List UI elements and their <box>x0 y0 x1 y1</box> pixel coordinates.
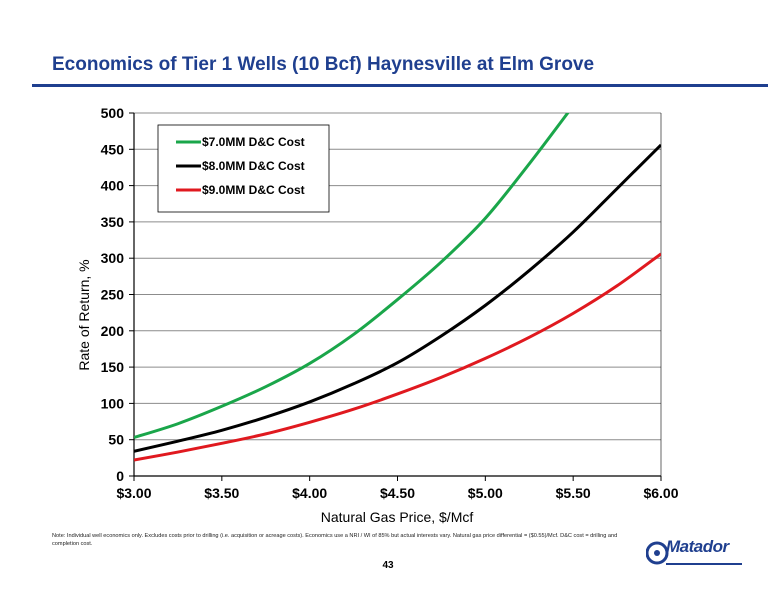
y-tick-label: 300 <box>101 250 125 266</box>
y-tick-label: 150 <box>101 359 125 375</box>
y-tick-label: 100 <box>101 395 125 411</box>
y-tick-labels: 0 50 100 150 200 250 300 350 400 450 500 <box>101 105 125 484</box>
x-tick-label: $5.00 <box>468 485 503 501</box>
legend-label: $7.0MM D&C Cost <box>202 135 305 149</box>
y-tick-label: 500 <box>101 105 125 121</box>
slide-title: Economics of Tier 1 Wells (10 Bcf) Hayne… <box>52 54 595 75</box>
y-tick-label: 400 <box>101 178 125 194</box>
x-tick-label: $4.50 <box>380 485 415 501</box>
x-tick-label: $6.00 <box>643 485 678 501</box>
matador-logo <box>646 541 742 565</box>
y-tick-label: 450 <box>101 141 125 157</box>
x-tick-label: $4.00 <box>292 485 327 501</box>
logo-wordmark: Matador <box>666 537 729 556</box>
legend: $7.0MM D&C Cost $8.0MM D&C Cost $9.0MM D&C… <box>157 124 330 213</box>
y-tick-label: 0 <box>116 468 124 484</box>
x-tick-label: $5.50 <box>556 485 591 501</box>
title-divider <box>32 84 768 87</box>
y-axis-label: Rate of Return, % <box>76 259 92 370</box>
y-tick-label: 50 <box>108 432 124 448</box>
x-axis-label: Natural Gas Price, $/Mcf <box>321 509 474 525</box>
legend-label: $9.0MM D&C Cost <box>202 183 305 197</box>
legend-label: $8.0MM D&C Cost <box>202 159 305 173</box>
logo-wheel-icon <box>646 541 669 565</box>
y-tick-label: 250 <box>101 287 125 303</box>
series-line-1 <box>134 113 570 439</box>
x-tick-labels: $3.00 $3.50 $4.00 $4.50 $5.00 $5.50 $6.00 <box>116 485 678 501</box>
series-line-2 <box>134 143 661 453</box>
y-tick-label: 350 <box>101 214 125 230</box>
footnote: Note: Individual well economics only. Ex… <box>52 533 618 547</box>
x-tick-label: $3.50 <box>204 485 239 501</box>
page-number: 43 <box>382 560 394 571</box>
x-tick-label: $3.00 <box>116 485 151 501</box>
series-lines <box>134 113 661 462</box>
series-line-3 <box>134 252 661 462</box>
legend-box <box>157 124 330 213</box>
axes <box>129 112 662 481</box>
y-tick-label: 200 <box>101 323 125 339</box>
